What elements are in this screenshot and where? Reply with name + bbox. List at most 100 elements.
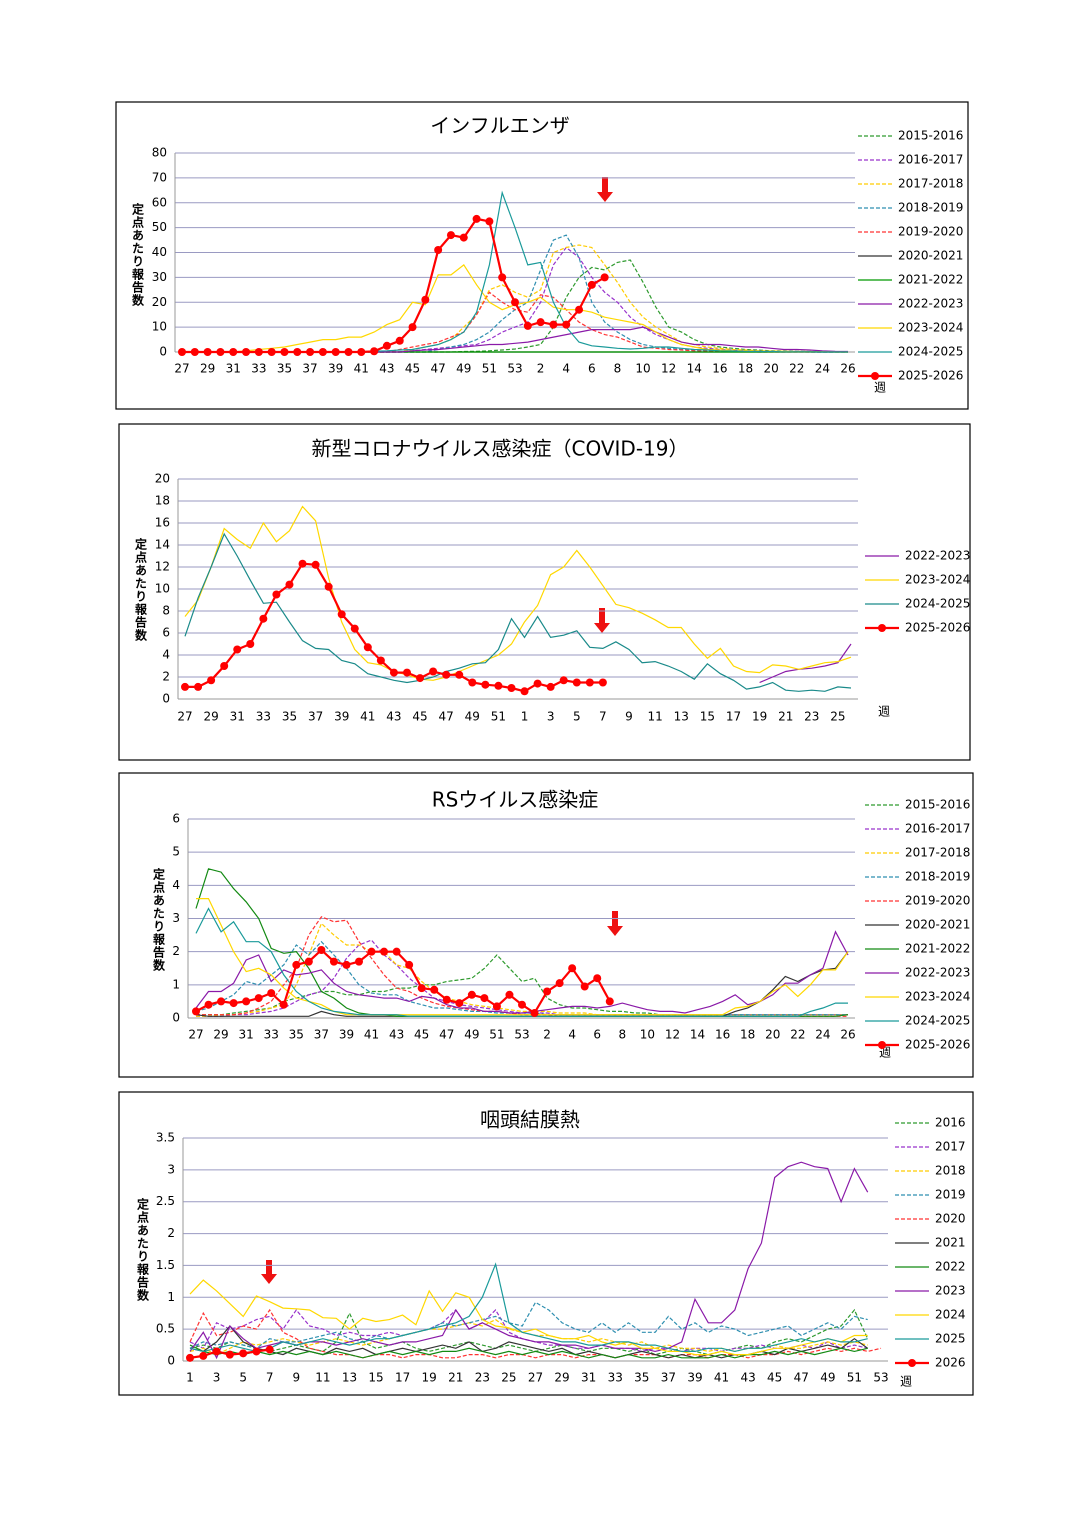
point [416,674,425,683]
x-tick-label: 49 [456,362,471,376]
x-tick-label: 22 [789,362,804,376]
y-tick-label: 3.5 [156,1131,175,1145]
point [568,964,577,973]
x-tick-label: 43 [740,1371,755,1385]
series-line [184,532,852,692]
point [216,348,225,356]
x-tick-label: 13 [342,1371,357,1385]
y-tick-label: 0 [159,345,167,359]
x-tick-label: 8 [618,1028,626,1042]
point [485,217,494,226]
point [217,997,226,1006]
y-tick-label: 80 [152,146,167,160]
y-tick-label: 30 [152,270,167,284]
legend-label: 2016-2017 [898,153,963,167]
x-tick-label: 21 [778,710,793,724]
point [370,347,379,356]
point [442,995,451,1004]
y-tick-label: 6 [162,626,170,640]
series-line [195,940,848,1016]
point [242,348,251,356]
x-tick-label: 33 [256,710,271,724]
point [403,668,411,677]
arrow [261,1260,277,1284]
point [306,348,315,356]
point [192,1007,200,1016]
y-axis-label: 定点あたり報告数 [131,202,145,307]
x-tick-label: 45 [412,710,427,724]
x-tick-label: 35 [289,1028,304,1042]
chart-title: RSウイルス感染症 [432,788,599,812]
x-tick-label: 4 [568,1028,576,1042]
point [417,984,426,993]
x-tick-label: 47 [794,1371,809,1385]
legend-label: 2021-2022 [898,273,963,287]
x-tick-label: 47 [439,1028,454,1042]
series-line [182,190,848,353]
point [207,676,216,685]
y-tick-label: 60 [152,195,167,209]
x-tick-label: 39 [339,1028,354,1042]
legend-label: 2024-2025 [905,1014,970,1028]
point [408,323,417,332]
x-tick-label: 33 [251,362,266,376]
x-tick-label: 41 [360,710,375,724]
point [318,348,327,356]
legend-label: 2023-2024 [905,573,970,587]
point [331,348,340,356]
point [446,231,455,240]
x-tick-label: 51 [489,1028,504,1042]
x-tick-label: 53 [514,1028,529,1042]
legend-label: 2021 [935,1236,966,1250]
legend-marker [878,624,886,632]
arrow [594,608,610,633]
x-tick-label: 15 [368,1371,383,1385]
x-tick-label: 1 [521,710,529,724]
legend-label: 2018-2019 [898,201,963,215]
chart-title: 咽頭結膜熱 [480,1108,580,1132]
point [434,246,443,255]
point [605,997,614,1006]
point [593,974,602,983]
x-tick-label: 53 [507,362,522,376]
x-tick-label: 12 [661,362,676,376]
legend-label: 2017-2018 [898,177,963,191]
point [562,320,571,329]
x-tick-label: 27 [528,1371,543,1385]
point [376,656,385,665]
legend-marker [871,372,879,380]
x-tick-label: 43 [379,362,394,376]
x-tick-label: 24 [815,362,830,376]
x-tick-label: 37 [308,710,323,724]
x-tick-label: 6 [593,1028,601,1042]
x-tick-label: 39 [687,1371,702,1385]
chart-title: 新型コロナウイルス感染症（COVID-19） [311,437,688,461]
y-tick-label: 20 [152,295,167,309]
x-tick-label: 31 [239,1028,254,1042]
x-tick-label: 29 [203,710,218,724]
x-tick-label: 35 [277,362,292,376]
series-line [189,1308,882,1359]
x-tick-label: 53 [873,1371,888,1385]
x-tick-label: 19 [752,710,767,724]
legend-label: 2023 [935,1284,966,1298]
series-line [195,948,611,1015]
y-tick-label: 18 [155,494,170,508]
point [292,960,301,969]
series-line [182,264,848,353]
x-tick-label: 49 [464,1028,479,1042]
point [311,560,320,569]
x-tick-label: 15 [700,710,715,724]
point [472,214,481,223]
legend-label: 2016 [935,1116,966,1130]
point [186,1353,194,1362]
point [498,273,507,282]
legend-label: 2025-2026 [898,369,963,383]
point [530,1009,539,1018]
x-tick-label: 9 [625,710,633,724]
x-tick-label: 31 [230,710,245,724]
x-tick-label: 19 [422,1371,437,1385]
x-tick-label: 24 [815,1028,830,1042]
point [382,341,391,350]
x-tick-label: 9 [292,1371,300,1385]
